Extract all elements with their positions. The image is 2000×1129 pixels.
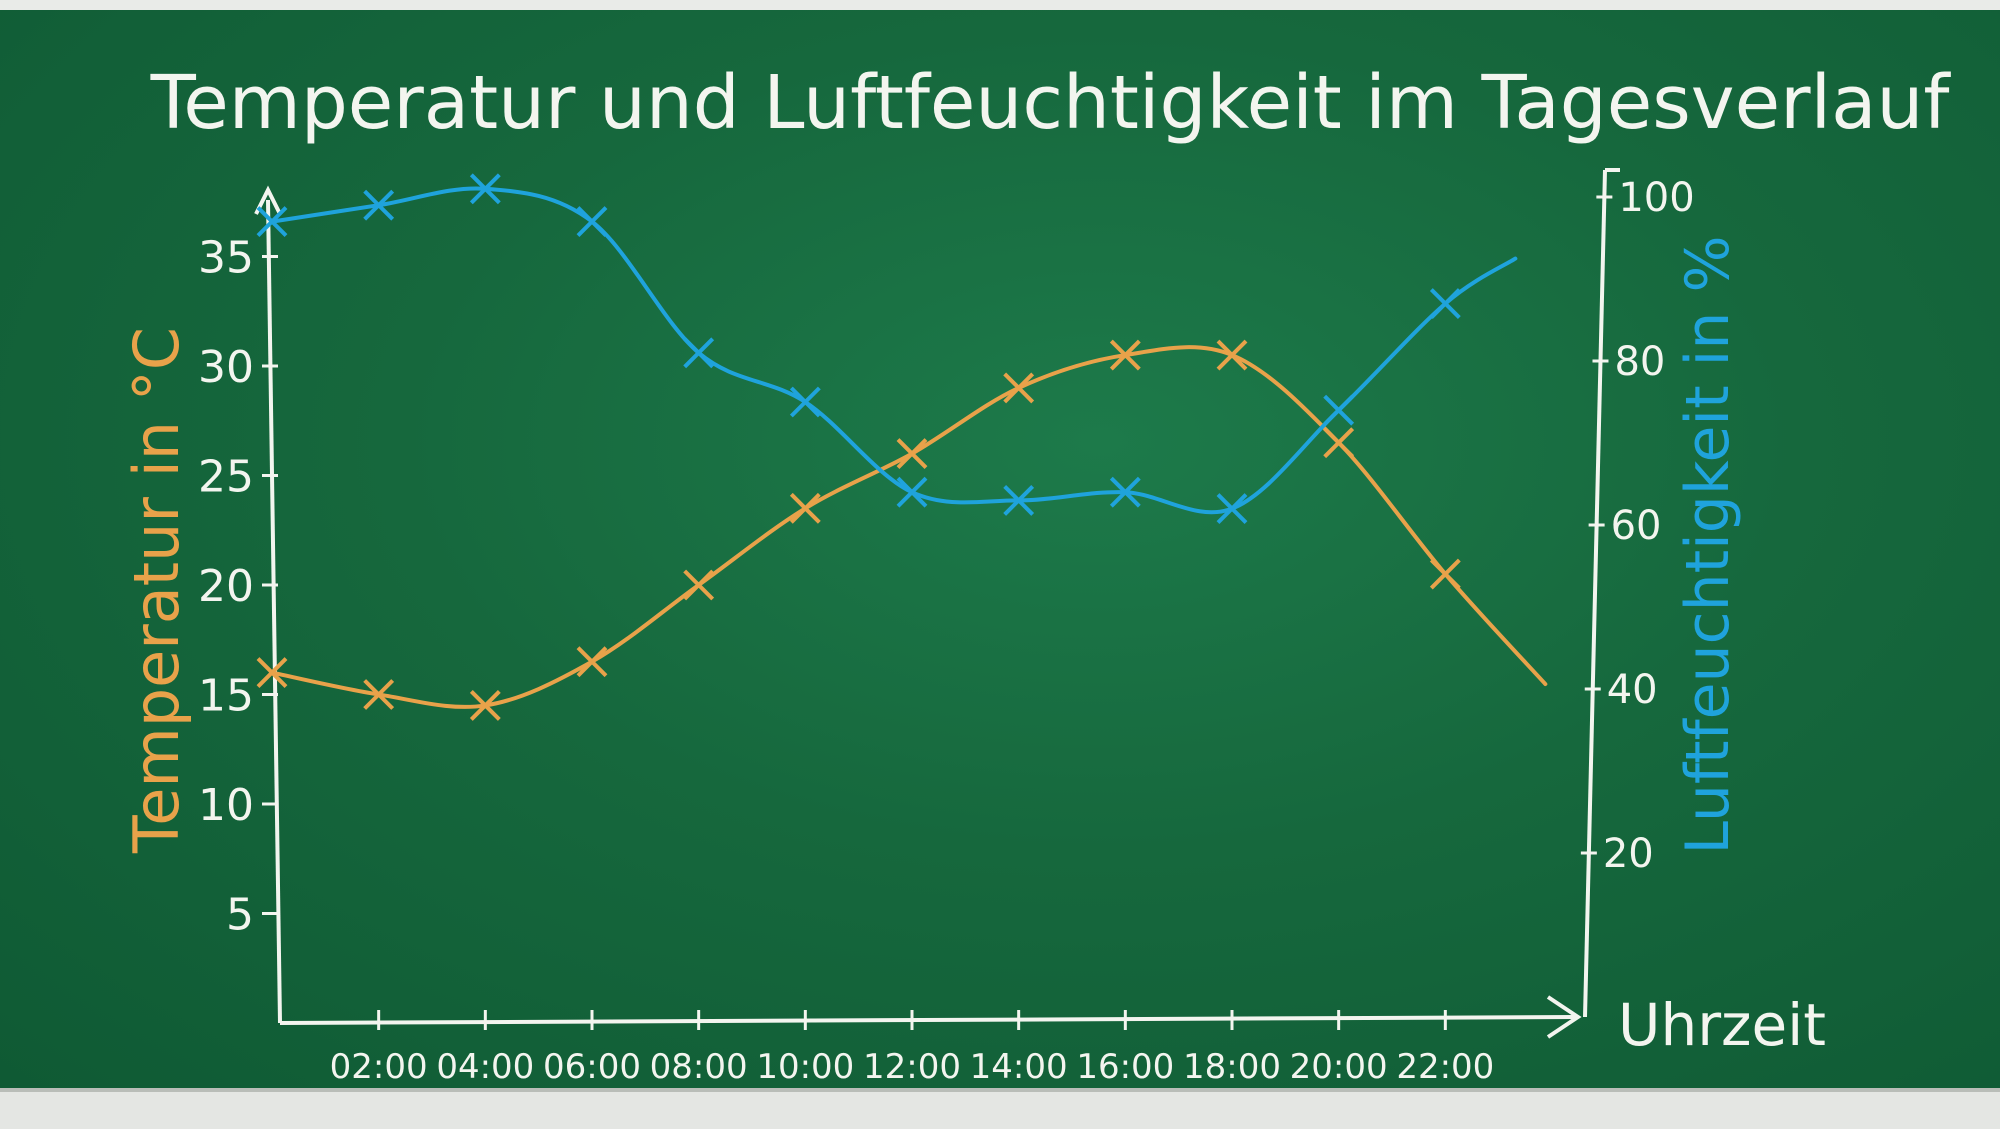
temperature-data-point (789, 492, 821, 524)
temperature-data-point (1429, 558, 1461, 590)
y-right-tick-label: 60 (1611, 503, 1662, 549)
temperature-data-point (469, 690, 501, 721)
temperature-data-point (1109, 339, 1141, 371)
temperature-data-point (1003, 372, 1035, 404)
y-right-ticks: 20 40 60 80 100 (1580, 175, 1695, 877)
y-left-tick-label: 10 (198, 780, 254, 831)
temperature-data-point (896, 438, 928, 470)
x-axis (279, 1015, 1576, 1025)
series-layer (256, 173, 1548, 721)
x-tick-label: 20:00 (1290, 1047, 1388, 1087)
y-axis-right-label: Luftfeuchtigkeit in % (1673, 236, 1743, 855)
x-ticks: 02:00 04:00 06:00 08:00 10:00 12:00 14:00 16:00… (330, 1010, 1494, 1087)
x-axis-arrow (1546, 995, 1582, 1039)
chart-title: Temperatur und Luftfeuchtigkeit im Tages… (150, 60, 1952, 146)
humidity-data-point (1003, 484, 1035, 516)
temperature-data-point (1323, 427, 1355, 459)
temperature-series-line (270, 345, 1548, 709)
x-tick-label: 22:00 (1396, 1047, 1494, 1087)
temperature-data-point (576, 646, 608, 678)
x-tick-label: 02:00 (330, 1047, 428, 1087)
x-tick-label: 08:00 (650, 1047, 748, 1087)
x-tick-label: 06:00 (543, 1047, 641, 1087)
humidity-data-point (789, 386, 821, 418)
x-axis-label: Uhrzeit (1618, 991, 1826, 1059)
temperature-data-point (256, 657, 288, 689)
x-tick-label: 04:00 (436, 1047, 534, 1087)
humidity-data-point (1109, 476, 1141, 508)
y-left-tick-label: 25 (198, 452, 254, 503)
x-tick-label: 18:00 (1183, 1047, 1281, 1087)
board-top-frame (0, 0, 2000, 10)
humidity-data-point (683, 337, 715, 369)
chalk-ledge (0, 1088, 2000, 1129)
y-right-tick-label: 20 (1603, 831, 1654, 877)
x-tick-label: 16:00 (1076, 1047, 1174, 1087)
y-axis-left-label: Temperatur in °C (120, 327, 193, 854)
y-left-tick-label: 5 (226, 890, 254, 941)
y-axis-right (1583, 169, 1607, 1018)
y-axis-left-arrow (254, 185, 282, 215)
humidity-data-point (469, 173, 501, 205)
y-left-tick-label: 35 (198, 233, 254, 284)
y-left-tick-label: 30 (198, 342, 254, 393)
temperature-data-point (683, 569, 715, 601)
humidity-data-point (896, 476, 928, 508)
humidity-data-point (256, 206, 288, 238)
y-left-tick-label: 20 (198, 561, 254, 612)
temperature-data-point (1216, 339, 1248, 371)
chalkboard (0, 10, 2000, 1088)
y-right-tick-label: 40 (1607, 667, 1658, 713)
y-left-ticks: 5 10 15 20 25 30 35 (198, 233, 278, 941)
x-tick-label: 12:00 (863, 1047, 961, 1087)
humidity-data-point (1429, 288, 1461, 320)
y-axis-left (266, 199, 282, 1024)
temperature-data-point (363, 679, 395, 710)
humidity-data-point (576, 206, 608, 238)
humidity-data-point (363, 189, 395, 221)
y-left-tick-label: 15 (198, 671, 254, 722)
humidity-data-point (1323, 394, 1355, 426)
x-tick-label: 10:00 (756, 1047, 854, 1087)
y-right-tick-label: 100 (1618, 175, 1694, 221)
x-tick-label: 14:00 (970, 1047, 1068, 1087)
y-right-tick-label: 80 (1614, 339, 1665, 385)
humidity-data-point (1216, 493, 1248, 525)
